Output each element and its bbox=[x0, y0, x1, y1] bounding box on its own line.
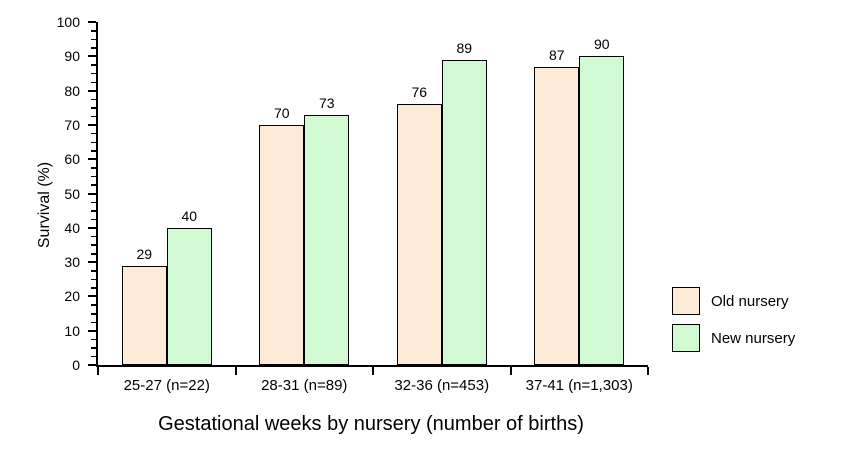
x-category-label: 37-41 (n=1,303) bbox=[525, 377, 633, 394]
legend-item-old-nursery: Old nursery bbox=[672, 287, 795, 315]
y-major-tick bbox=[88, 158, 96, 161]
y-minor-tick bbox=[91, 253, 96, 255]
y-tick-label: 100 bbox=[56, 14, 80, 30]
bar-value-label: 87 bbox=[548, 46, 565, 63]
y-tick-label: 80 bbox=[64, 82, 80, 99]
x-axis-title: Gestational weeks by nursery (number of … bbox=[158, 413, 584, 435]
bar-value-label: 40 bbox=[181, 207, 198, 224]
y-major-tick bbox=[88, 329, 96, 332]
x-tick bbox=[234, 367, 237, 375]
y-major-tick bbox=[88, 261, 96, 264]
y-minor-tick bbox=[91, 218, 96, 221]
x-tick bbox=[647, 367, 649, 375]
y-major-tick bbox=[88, 364, 96, 366]
legend-swatch-old-nursery bbox=[672, 287, 700, 315]
x-category-label: 25-27 (n=22) bbox=[123, 377, 210, 394]
y-tick-label: 60 bbox=[64, 151, 80, 168]
bar-value-label: 89 bbox=[456, 39, 473, 56]
y-minor-tick bbox=[91, 201, 96, 204]
x-tick bbox=[97, 367, 99, 375]
y-major-tick bbox=[88, 192, 96, 195]
bar-new-nursery bbox=[579, 56, 625, 365]
y-major-tick bbox=[88, 295, 96, 298]
y-major-tick bbox=[88, 55, 96, 58]
bar-value-label: 29 bbox=[136, 245, 153, 262]
bar-old-nursery bbox=[534, 66, 580, 365]
y-major-tick bbox=[88, 123, 96, 126]
y-major-tick bbox=[88, 21, 96, 23]
x-tick bbox=[372, 367, 374, 375]
y-minor-tick bbox=[91, 175, 96, 178]
y-minor-tick bbox=[91, 210, 96, 212]
y-minor-tick bbox=[91, 132, 96, 135]
y-tick-label: 90 bbox=[64, 48, 80, 65]
y-minor-tick bbox=[91, 81, 96, 84]
y-minor-tick bbox=[91, 347, 96, 349]
y-minor-tick bbox=[91, 313, 96, 315]
y-minor-tick bbox=[91, 150, 96, 152]
bar-value-label: 90 bbox=[593, 36, 610, 53]
y-minor-tick bbox=[91, 278, 96, 281]
y-minor-tick bbox=[91, 47, 96, 49]
y-minor-tick bbox=[91, 38, 96, 41]
y-minor-tick bbox=[91, 30, 96, 32]
y-tick-label: 40 bbox=[64, 219, 80, 236]
legend-label: New nursery bbox=[711, 329, 796, 347]
y-minor-tick bbox=[91, 338, 96, 341]
y-minor-tick bbox=[91, 141, 96, 144]
x-category-label: 32-36 (n=453) bbox=[394, 377, 490, 394]
bar-old-nursery bbox=[121, 265, 167, 365]
plot-area: 0 10 20 30 40 50 60 70 80 90 100 29 40 25-27 (n=22) 70… bbox=[57, 14, 649, 394]
y-tick-label: 70 bbox=[64, 116, 80, 133]
x-category-label: 28-31 (n=89) bbox=[261, 377, 348, 394]
bar-value-label: 73 bbox=[318, 94, 335, 111]
y-minor-tick bbox=[91, 321, 96, 324]
y-tick-label: 0 bbox=[72, 357, 80, 373]
y-minor-tick bbox=[91, 244, 96, 246]
bar-new-nursery bbox=[304, 114, 350, 365]
y-minor-tick bbox=[91, 270, 96, 272]
legend-label: Old nursery bbox=[711, 292, 789, 310]
bar-value-label: 70 bbox=[273, 104, 290, 121]
x-tick bbox=[509, 367, 512, 375]
y-major-tick bbox=[88, 89, 96, 92]
y-minor-tick bbox=[91, 72, 96, 75]
y-tick-label: 30 bbox=[64, 254, 80, 271]
y-minor-tick bbox=[91, 304, 96, 306]
bar-old-nursery bbox=[259, 124, 305, 365]
y-minor-tick bbox=[91, 355, 96, 358]
bar-old-nursery bbox=[396, 104, 442, 365]
y-minor-tick bbox=[91, 167, 96, 169]
y-minor-tick bbox=[91, 287, 96, 289]
y-tick-label: 20 bbox=[64, 288, 80, 305]
y-minor-tick bbox=[91, 115, 96, 118]
y-minor-tick bbox=[91, 64, 96, 66]
y-minor-tick bbox=[91, 107, 96, 109]
bar-value-label: 76 bbox=[411, 84, 428, 101]
legend-swatch-new-nursery bbox=[672, 324, 700, 352]
legend-item-new-nursery: New nursery bbox=[672, 324, 795, 352]
legend: Old nursery New nursery bbox=[672, 287, 795, 352]
bar-new-nursery bbox=[441, 59, 487, 365]
y-tick-label: 10 bbox=[64, 322, 80, 339]
y-minor-tick bbox=[91, 235, 96, 238]
y-minor-tick bbox=[91, 184, 96, 186]
y-major-tick bbox=[88, 226, 96, 229]
y-tick-label: 50 bbox=[64, 185, 80, 202]
y-minor-tick bbox=[91, 98, 96, 101]
bar-new-nursery bbox=[166, 227, 212, 365]
